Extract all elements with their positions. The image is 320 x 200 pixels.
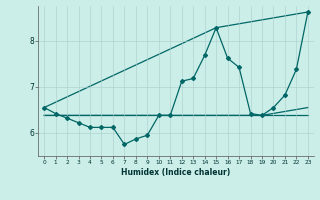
X-axis label: Humidex (Indice chaleur): Humidex (Indice chaleur) bbox=[121, 168, 231, 177]
